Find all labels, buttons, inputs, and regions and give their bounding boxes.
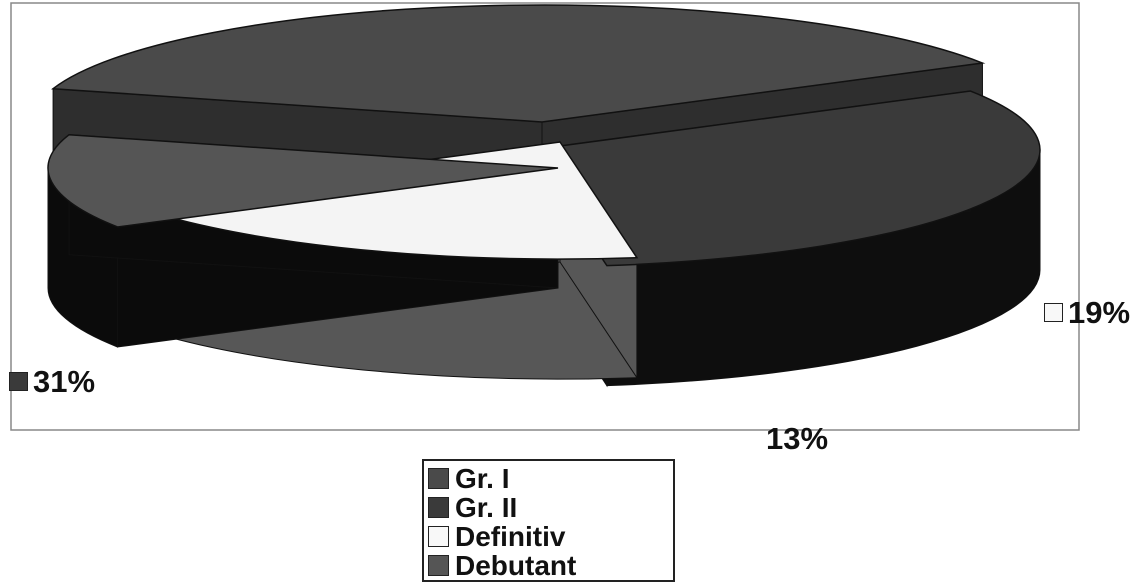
slice-label-definitiv: 19% <box>1044 297 1130 328</box>
legend-swatch <box>428 526 449 547</box>
legend-swatch <box>428 497 449 518</box>
slice-label-text: 13% <box>766 421 829 456</box>
legend-swatch <box>428 468 449 489</box>
slice-label-text: 31% <box>33 364 96 399</box>
legend-swatch <box>428 555 449 576</box>
pie-slices <box>47 4 1041 388</box>
slice-label-swatch <box>9 372 28 391</box>
pie-slice-gr-ii <box>528 90 1041 267</box>
plot-area-border <box>10 2 1080 431</box>
legend-item-definitiv: Definitiv <box>428 520 673 552</box>
slice-label-debutant: 13% <box>766 423 828 454</box>
legend-label: Definitiv <box>455 520 566 552</box>
slice-label-gr-ii: 31% <box>9 366 95 397</box>
pie-slice-debutant <box>47 133 559 228</box>
legend-label: Debutant <box>455 549 577 581</box>
legend-label: Gr. II <box>455 491 518 523</box>
chart-legend: Gr. I Gr. II Definitiv Debutant <box>422 459 675 582</box>
legend-label: Gr. I <box>455 462 510 494</box>
slice-label-swatch <box>1044 303 1063 322</box>
legend-item-gr-ii: Gr. II <box>428 491 673 523</box>
legend-item-debutant: Debutant <box>428 549 673 581</box>
legend-item-gr-i: Gr. I <box>428 462 673 494</box>
slice-label-text: 19% <box>1068 295 1131 330</box>
pie-slice-gr-i <box>51 4 986 123</box>
